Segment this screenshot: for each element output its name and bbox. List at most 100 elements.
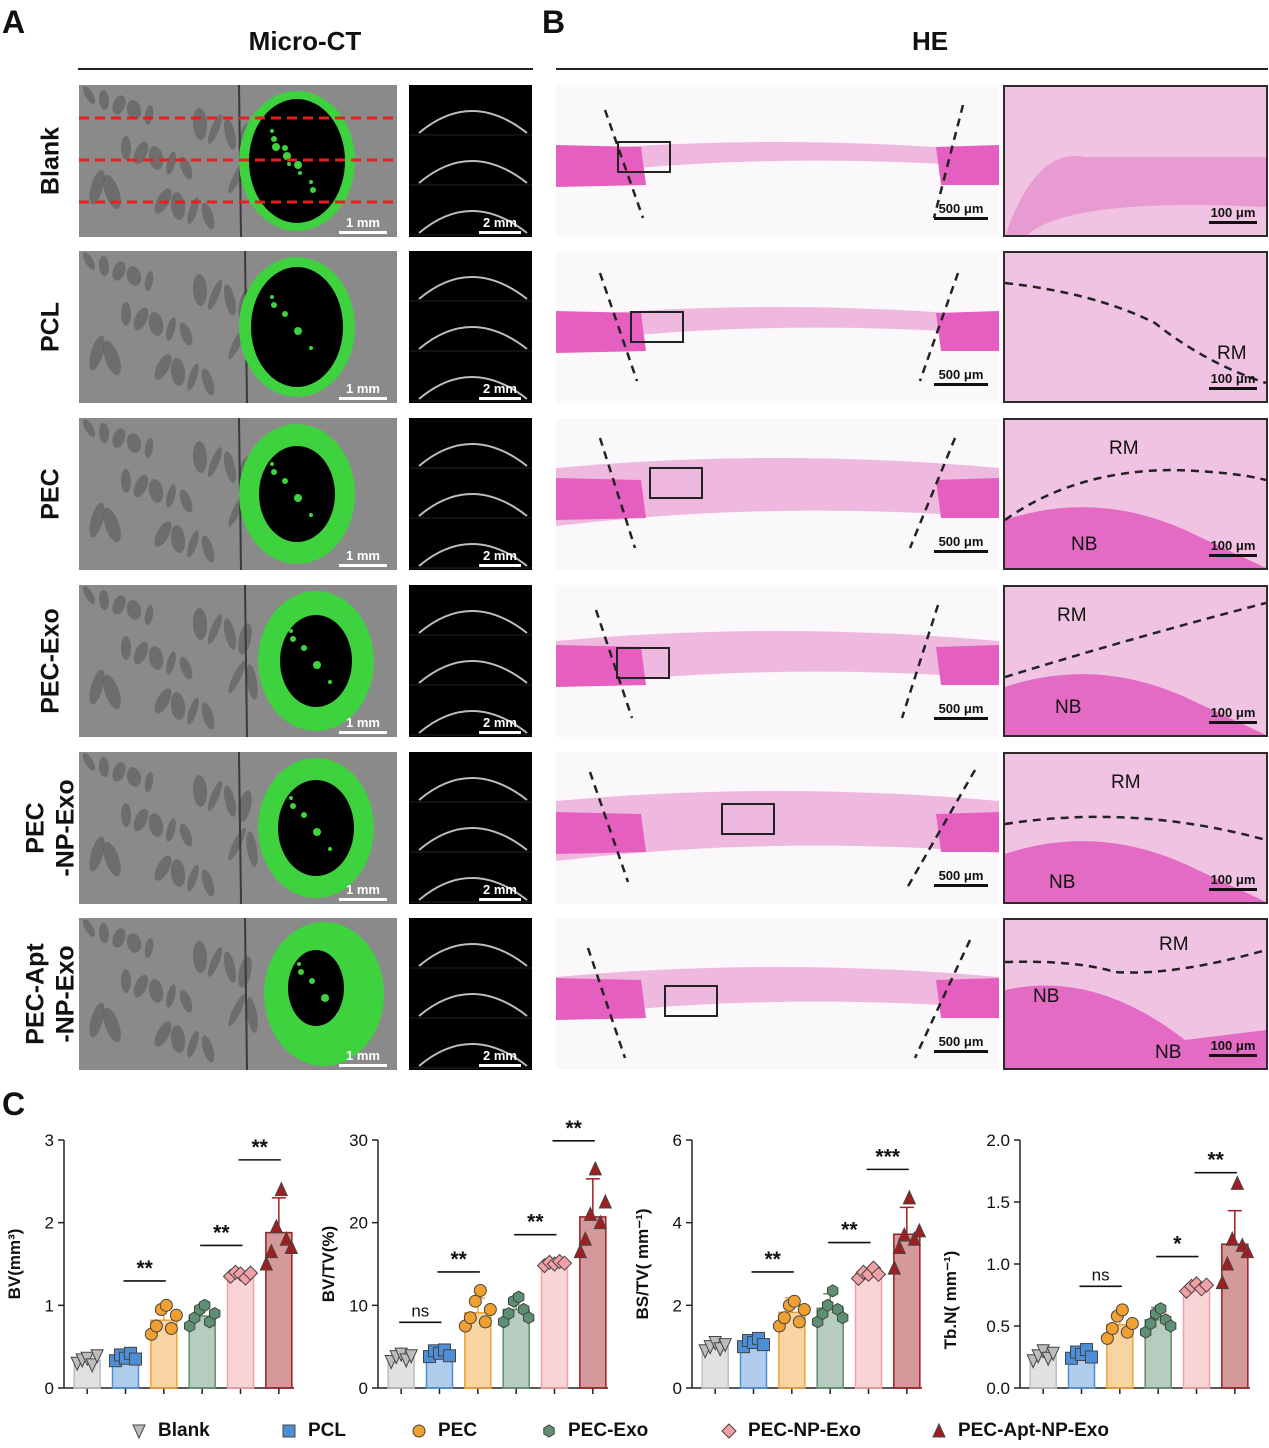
trabecular-mark xyxy=(112,928,126,948)
circle-marker-icon xyxy=(412,1424,426,1438)
data-point xyxy=(473,1283,487,1297)
triangle-up-marker-icon xyxy=(932,1422,946,1438)
trabecular-mark xyxy=(187,1030,199,1058)
row-label-line1: PEC xyxy=(21,802,50,854)
row-label-line1: PEC xyxy=(36,468,65,520)
he-overview-render xyxy=(556,769,999,889)
zoom-region-box xyxy=(616,647,670,679)
host-bone-right xyxy=(936,645,999,685)
new-bone-speck xyxy=(290,803,296,809)
trabecular-mark xyxy=(223,951,237,983)
suture-line xyxy=(244,585,248,737)
scale-bar-he-label: 500 μm xyxy=(938,367,984,382)
scale-bar-ct: 1 mm xyxy=(339,381,387,400)
zoom-region-box xyxy=(649,467,703,499)
scale-bar-zoom: 100 μm xyxy=(1209,205,1257,224)
he-zoom-render: RM NB xyxy=(1005,420,1266,568)
trabecular-mark xyxy=(126,433,142,453)
trabecular-mark xyxy=(133,474,149,498)
ct-slices-image: 2 mm xyxy=(409,418,532,570)
scale-bar-slice: 2 mm xyxy=(479,548,521,567)
new-bone-speck xyxy=(298,969,304,975)
zoom-tissue xyxy=(1005,253,1266,401)
data-point xyxy=(463,1311,477,1325)
scale-bar-ct: 1 mm xyxy=(339,215,387,234)
he-zoom-render: RM NB xyxy=(1005,587,1266,735)
data-point xyxy=(502,1307,515,1321)
defect-margin-left xyxy=(603,109,645,219)
trabecular-mark xyxy=(82,86,96,104)
trabecular-mark xyxy=(170,192,186,220)
data-point xyxy=(159,1298,173,1312)
he-zoom-image: RM NB 100 μm xyxy=(1003,752,1268,904)
trabecular-mark xyxy=(187,864,199,892)
new-bone-speck xyxy=(283,152,291,160)
trabecular-mark xyxy=(148,813,164,837)
new-bone-speck xyxy=(298,171,302,175)
trabecular-mark xyxy=(112,428,126,448)
data-point xyxy=(573,1243,588,1259)
he-overview-render xyxy=(556,604,999,719)
scale-bar-zoom-label: 100 μm xyxy=(1210,538,1256,553)
data-point xyxy=(836,1311,849,1325)
scale-bar-he-line xyxy=(934,383,988,386)
host-bone-left xyxy=(556,812,646,854)
trabecular-mark xyxy=(89,502,105,538)
scale-bar-ct-line xyxy=(339,731,387,734)
tissue-boundary xyxy=(1005,815,1266,842)
scale-bar-ct-label: 1 mm xyxy=(346,882,380,897)
trabecular-mark xyxy=(98,923,110,943)
data-point xyxy=(478,1315,492,1329)
significance-label: *** xyxy=(875,1145,900,1168)
legend-item: PCL xyxy=(280,1418,410,1444)
scale-bar-he: 500 μm xyxy=(934,868,988,887)
data-point xyxy=(1085,1350,1098,1364)
y-tick-label: 0 xyxy=(45,1379,54,1398)
data-point xyxy=(483,1302,497,1316)
slice-arc xyxy=(418,160,528,184)
trabecular-mark xyxy=(112,95,126,115)
scale-bar-ct-line xyxy=(339,564,387,567)
data-point xyxy=(198,1298,211,1312)
new-bone-speck xyxy=(321,994,329,1002)
hexagon-marker-icon xyxy=(543,1424,555,1438)
trabecular-mark xyxy=(246,664,258,700)
legend: Blank PCL PEC PEC-Exo PEC-NP-Exo PEC-Apt-NP-E… xyxy=(130,1418,1230,1444)
scale-bar-he: 500 μm xyxy=(934,534,988,553)
defect-margin-right xyxy=(913,939,972,1059)
tissue-band xyxy=(556,791,999,861)
suture-line xyxy=(244,918,248,1070)
trabecular-mark xyxy=(98,90,110,110)
trabecular-mark xyxy=(187,697,199,725)
trabecular-mark xyxy=(179,823,193,847)
tissue-band xyxy=(556,631,999,687)
significance-label: ns xyxy=(1092,1265,1110,1284)
trabecular-mark xyxy=(82,919,96,937)
significance-label: ** xyxy=(251,1136,268,1159)
new-bone-speck xyxy=(301,645,307,651)
new-bone-speck xyxy=(301,812,307,818)
tissue-boundary xyxy=(1005,468,1266,522)
trabecular-mark xyxy=(148,646,164,670)
scale-bar-slice-label: 2 mm xyxy=(483,381,517,396)
legend-label: PCL xyxy=(308,1420,346,1441)
region-label: RM xyxy=(1111,772,1141,793)
host-bone-right xyxy=(936,311,999,351)
y-axis-label: BS/TV( mm⁻¹) xyxy=(633,1209,652,1320)
trabecular-mark xyxy=(201,368,215,396)
defect-margin-left xyxy=(598,272,639,382)
scale-bar-zoom-line xyxy=(1209,554,1257,557)
y-tick-label: 2 xyxy=(45,1214,54,1233)
defect-margin-right xyxy=(900,604,940,719)
trabecular-mark xyxy=(223,118,237,150)
scale-bar-zoom-label: 100 μm xyxy=(1210,872,1256,887)
new-bone-speck xyxy=(336,1013,340,1017)
scale-bar-slice: 2 mm xyxy=(479,215,521,234)
new-bone-speck xyxy=(313,828,321,836)
micro-ct-render xyxy=(79,85,397,237)
trabecular-mark xyxy=(120,636,132,660)
trabecular-mark xyxy=(144,772,154,792)
legend-item: PEC-Exo xyxy=(540,1418,720,1444)
he-overview-render xyxy=(556,939,999,1059)
trabecular-mark xyxy=(201,869,215,897)
